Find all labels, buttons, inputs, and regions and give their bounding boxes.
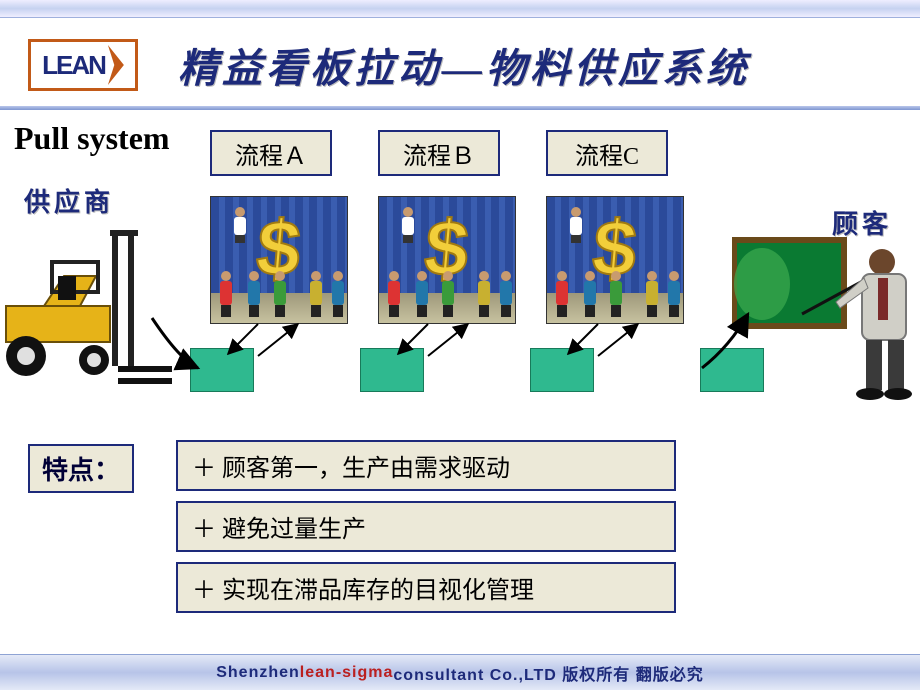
- feature-list: ＋ 顾客第一，生产由需求驱动 ＋ 避免过量生产 ＋ 实现在滞品库存的目视化管理: [176, 440, 676, 613]
- buffer-box-3: [530, 348, 594, 392]
- process-image-row: $ $ $: [210, 196, 684, 324]
- forklift-icon: [0, 218, 190, 398]
- customer-teacher-icon: [732, 236, 916, 406]
- process-image-b: $: [378, 196, 516, 324]
- buffer-box-row: [190, 348, 764, 392]
- page-title: 精益看板拉动—物料供应系统: [178, 36, 750, 94]
- feature-item-3: ＋ 实现在滞品库存的目视化管理: [176, 562, 676, 613]
- feature-item-1: ＋ 顾客第一，生产由需求驱动: [176, 440, 676, 491]
- process-box-b: 流程Ｂ: [378, 130, 500, 176]
- footer-prefix: Shenzhen: [216, 664, 300, 682]
- buffer-box-2: [360, 348, 424, 392]
- process-label-row: 流程Ａ 流程Ｂ 流程C: [210, 130, 668, 176]
- footer-suffix: consultant Co.,LTD 版权所有 翻版必究: [393, 661, 703, 685]
- footer-brand: lean-sigma: [300, 664, 394, 682]
- process-box-c: 流程C: [546, 130, 668, 176]
- process-image-c: $: [546, 196, 684, 324]
- feature-item-2: ＋ 避免过量生产: [176, 501, 676, 552]
- logo-arrow-icon: [108, 45, 124, 85]
- pull-system-heading: Pull system: [14, 120, 170, 157]
- header: LEAN 精益看板拉动—物料供应系统: [0, 18, 920, 106]
- header-divider: [0, 106, 920, 110]
- buffer-box-1: [190, 348, 254, 392]
- logo-text: LEAN: [42, 50, 105, 81]
- footer-bar: Shenzhen lean-sigma consultant Co.,LTD 版…: [0, 654, 920, 690]
- features-heading-box: 特点：: [28, 444, 134, 493]
- top-decor-bar: [0, 0, 920, 18]
- process-image-a: $: [210, 196, 348, 324]
- process-box-a: 流程Ａ: [210, 130, 332, 176]
- features-heading: 特点：: [42, 456, 120, 485]
- supplier-label: 供应商: [24, 182, 114, 219]
- lean-logo: LEAN: [28, 39, 138, 91]
